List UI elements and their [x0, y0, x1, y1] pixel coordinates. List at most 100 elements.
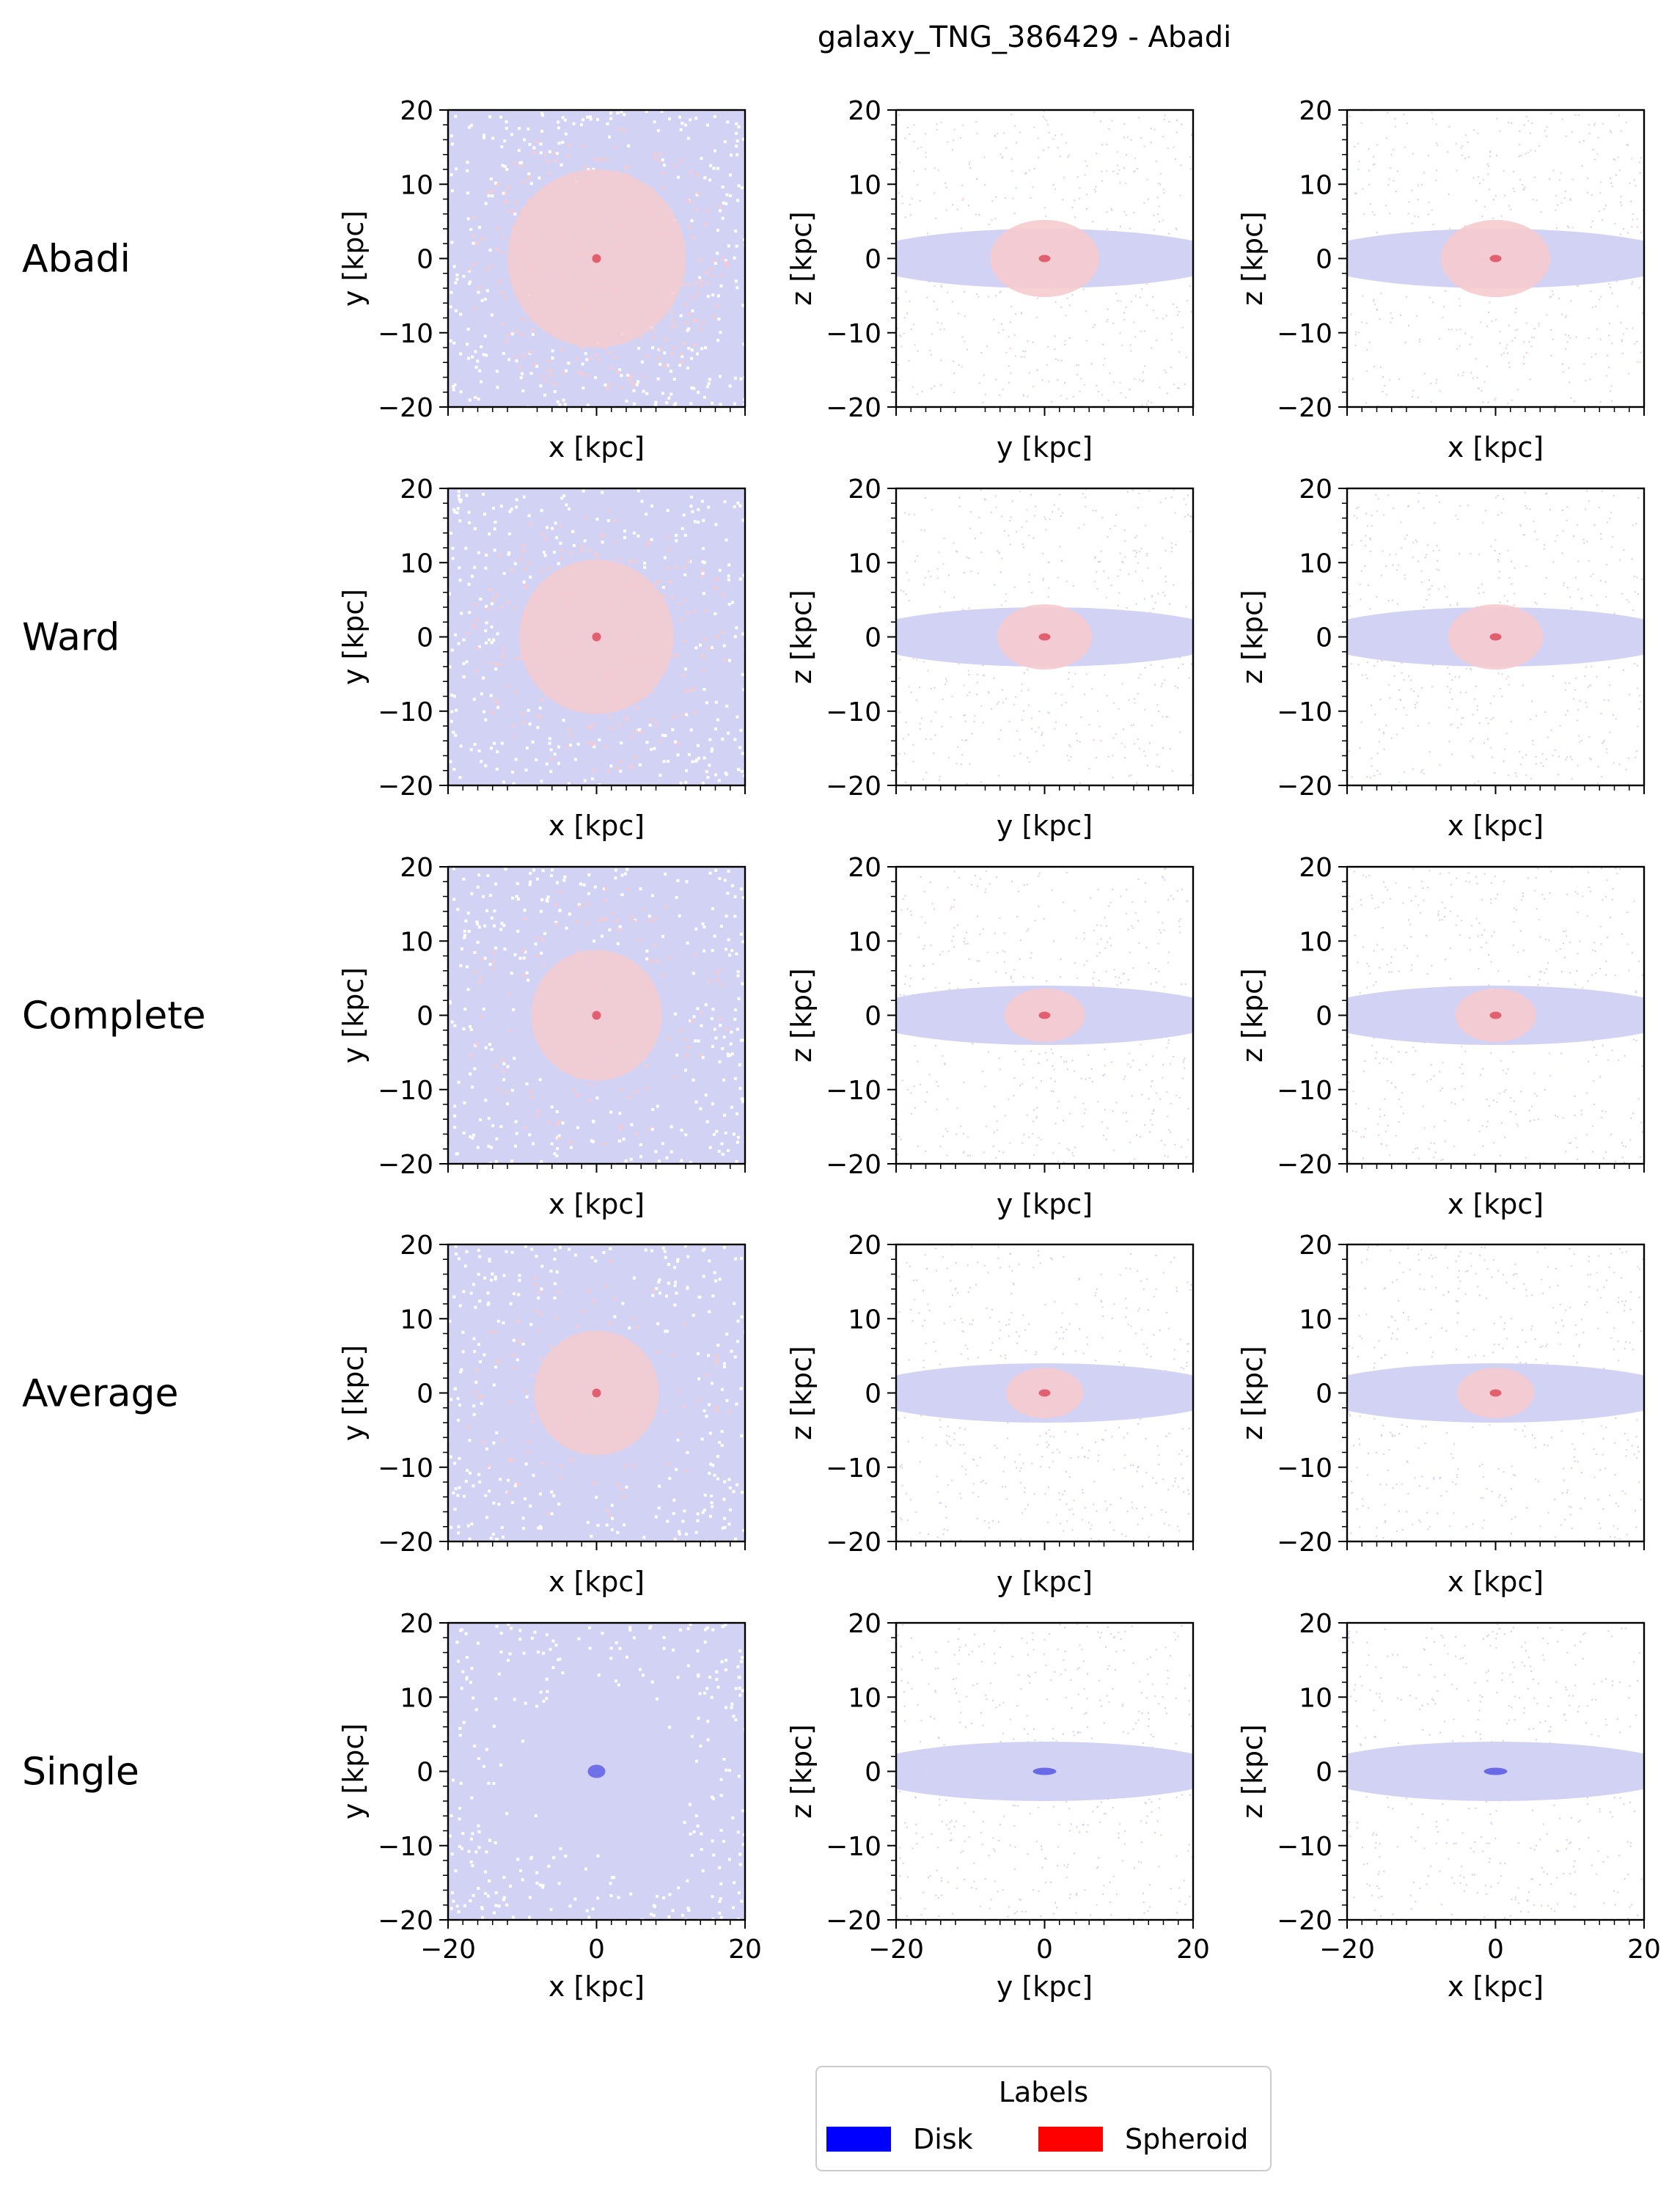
halo-bin: [1112, 737, 1115, 739]
halo-bin: [999, 394, 1001, 396]
halo-bin: [929, 881, 931, 884]
halo-bin: [1470, 372, 1472, 374]
halo-bin: [1113, 702, 1115, 704]
halo-bin: [1134, 336, 1137, 338]
halo-bin: [1162, 537, 1164, 539]
halo-bin: [1490, 902, 1492, 904]
spheroid-bin: [721, 257, 725, 260]
empty-bin: [585, 115, 589, 119]
halo-bin: [1396, 603, 1398, 605]
empty-bin: [719, 925, 723, 928]
halo-bin: [1376, 596, 1378, 598]
halo-bin: [1048, 561, 1050, 563]
halo-bin: [1190, 774, 1192, 777]
halo-bin: [994, 932, 996, 934]
empty-bin: [681, 122, 684, 125]
spheroid-bin: [512, 724, 516, 727]
halo-bin: [1613, 612, 1615, 615]
empty-bin: [485, 353, 488, 357]
halo-bin: [945, 209, 947, 211]
halo-bin: [1010, 516, 1012, 518]
halo-bin: [964, 720, 966, 722]
halo-bin: [1383, 733, 1385, 735]
halo-bin: [1028, 782, 1030, 784]
halo-bin: [1134, 378, 1136, 380]
halo-bin: [1371, 895, 1373, 897]
halo-bin: [1475, 876, 1478, 878]
halo-bin: [1003, 932, 1005, 934]
spheroid-bin: [611, 601, 615, 605]
halo-bin: [1096, 924, 1098, 926]
halo-bin: [1066, 1148, 1068, 1150]
spheroid-bin: [628, 766, 632, 769]
halo-bin: [1427, 887, 1429, 889]
empty-bin: [581, 118, 584, 122]
halo-bin: [1030, 197, 1032, 199]
halo-bin: [1393, 180, 1395, 182]
spheroid-bin: [491, 711, 494, 714]
halo-bin: [1635, 1040, 1637, 1042]
halo-bin: [1610, 512, 1612, 514]
spheroid-bin: [497, 279, 501, 283]
empty-bin: [555, 1110, 559, 1114]
halo-bin: [1164, 497, 1167, 499]
spheroid-bin: [540, 698, 543, 702]
halo-bin: [1382, 901, 1384, 903]
halo-bin: [1360, 903, 1362, 906]
empty-bin: [645, 110, 648, 114]
halo-bin: [997, 550, 999, 552]
halo-bin: [1068, 1149, 1070, 1151]
spheroid-bin: [549, 326, 552, 330]
empty-bin: [542, 551, 546, 554]
empty-bin: [585, 358, 589, 362]
spheroid-bin: [601, 288, 604, 292]
halo-bin: [1065, 1061, 1068, 1063]
empty-bin: [457, 1080, 461, 1084]
halo-bin: [1475, 686, 1477, 688]
halo-bin: [1009, 348, 1011, 350]
halo-bin: [1189, 530, 1192, 532]
halo-bin: [1162, 877, 1164, 879]
halo-bin: [1417, 1147, 1419, 1149]
spheroid-bin: [505, 191, 508, 194]
halo-bin: [1499, 342, 1501, 344]
halo-bin: [1515, 308, 1517, 310]
empty-bin: [705, 701, 708, 705]
halo-bin: [1605, 974, 1607, 976]
empty-bin: [708, 178, 712, 182]
empty-bin: [527, 708, 530, 712]
halo-bin: [1158, 205, 1160, 208]
halo-bin: [1155, 981, 1157, 983]
halo-bin: [920, 146, 922, 148]
empty-bin: [717, 318, 721, 321]
spheroid-bin: [486, 191, 490, 194]
empty-bin: [476, 923, 480, 926]
spheroid-bin: [619, 1088, 623, 1092]
halo-bin: [1417, 500, 1420, 502]
halo-bin: [1047, 147, 1049, 149]
halo-bin: [1641, 1131, 1643, 1133]
empty-bin: [690, 386, 694, 390]
row-label: Abadi: [22, 238, 131, 282]
halo-bin: [931, 387, 933, 389]
halo-bin: [1401, 1092, 1404, 1094]
empty-bin: [694, 1039, 697, 1043]
halo-bin: [1529, 378, 1531, 381]
halo-bin: [1106, 320, 1108, 323]
empty-bin: [536, 726, 540, 730]
halo-bin: [1135, 603, 1137, 605]
halo-bin: [1365, 876, 1367, 879]
spheroid-bin: [500, 1058, 504, 1062]
halo-bin: [1533, 744, 1535, 746]
halo-bin: [1061, 704, 1063, 706]
empty-bin: [473, 565, 477, 569]
halo-bin: [1478, 387, 1480, 389]
halo-bin: [1360, 721, 1362, 723]
spheroid-bin: [600, 684, 604, 688]
empty-bin: [727, 659, 731, 662]
halo-bin: [1579, 741, 1581, 743]
halo-bin: [1013, 703, 1016, 705]
halo-bin: [984, 1085, 986, 1088]
spheroid-bin: [485, 267, 489, 271]
empty-bin: [576, 742, 580, 746]
